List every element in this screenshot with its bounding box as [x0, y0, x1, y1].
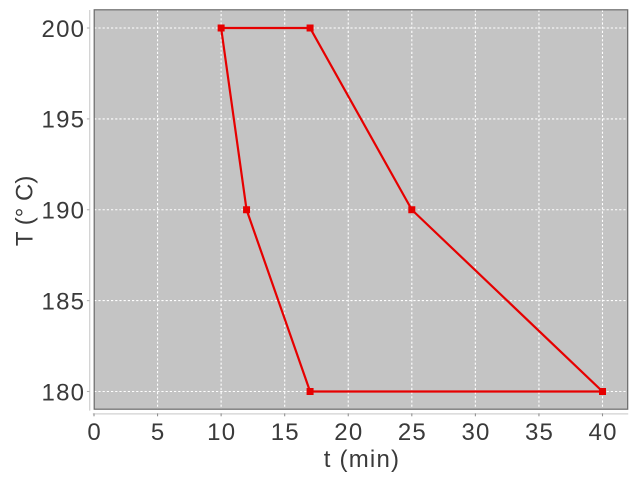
- svg-text:190: 190: [42, 198, 86, 225]
- svg-text:35: 35: [525, 419, 554, 446]
- svg-text:0: 0: [87, 419, 102, 446]
- svg-text:25: 25: [398, 419, 427, 446]
- svg-text:15: 15: [271, 419, 300, 446]
- svg-text:30: 30: [461, 419, 490, 446]
- svg-text:T (° C): T (° C): [11, 176, 38, 246]
- svg-text:200: 200: [42, 16, 86, 43]
- svg-text:20: 20: [334, 419, 363, 446]
- svg-text:195: 195: [42, 107, 86, 134]
- svg-text:10: 10: [207, 419, 236, 446]
- svg-text:40: 40: [589, 419, 618, 446]
- svg-text:185: 185: [42, 288, 86, 315]
- svg-text:5: 5: [151, 419, 166, 446]
- svg-text:t (min): t (min): [324, 446, 400, 473]
- svg-text:180: 180: [42, 379, 86, 406]
